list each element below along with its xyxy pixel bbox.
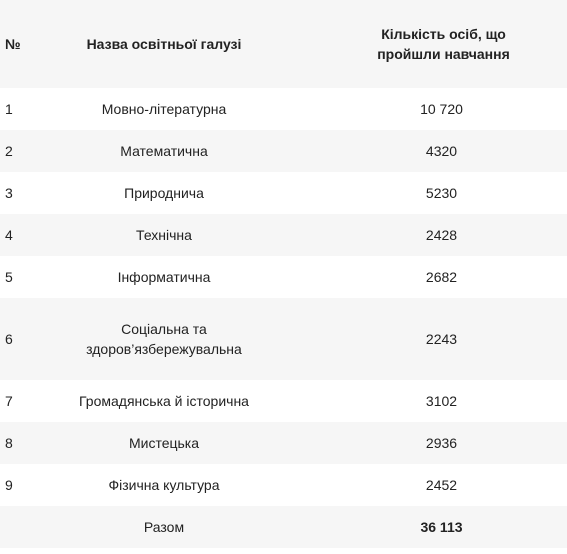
table-row: 8 Мистецька 2936 xyxy=(0,422,567,464)
table-row: 5 Інформатична 2682 xyxy=(0,256,567,298)
row-number: 9 xyxy=(5,477,13,493)
row-number: 8 xyxy=(0,422,28,464)
subject-name: Технічна xyxy=(28,214,300,256)
table-row: 6 Соціальна та здоров’язбережувальна 2243 xyxy=(0,298,567,380)
count: 2452 xyxy=(425,477,458,493)
row-number: 6 xyxy=(0,298,28,380)
table-row: 4 Технічна 2428 xyxy=(0,214,567,256)
table-header: № Назва освітньої галузі Кількість осіб,… xyxy=(0,0,567,88)
count: 5230 xyxy=(425,185,458,201)
count: 2243 xyxy=(300,298,567,380)
table-body: 1 Мовно-літературна 10 720 2 Математична 4320… xyxy=(0,88,567,548)
header-cell: Назва освітньої галузі xyxy=(28,0,300,88)
row-number: 2 xyxy=(0,130,28,172)
cell xyxy=(0,506,28,548)
subject-name: Фізична культура xyxy=(108,477,220,493)
table-row: 7 Громадянська й історична 3102 xyxy=(0,380,567,422)
row-number: 3 xyxy=(5,185,13,201)
subject-name: Інформатична xyxy=(117,269,211,285)
count: 2936 xyxy=(300,422,567,464)
table-row: 2 Математична 4320 xyxy=(0,130,567,172)
subject-name: Соціальна та здоров’язбережувальна xyxy=(28,298,300,380)
header-cell: Кількість осіб, що пройшли навчання xyxy=(300,0,567,88)
table-row: 9 Фізична культура 2452 xyxy=(0,464,567,506)
total-label: Разом xyxy=(28,506,300,548)
subject-name: Мовно-літературна xyxy=(101,101,227,117)
subject-name: Мистецька xyxy=(28,422,300,464)
count: 4320 xyxy=(300,130,567,172)
subject-name: Громадянська й історична xyxy=(79,393,249,409)
header-row: № Назва освітньої галузі Кількість осіб,… xyxy=(0,0,567,88)
header-cell: № xyxy=(0,0,28,88)
row-number: 5 xyxy=(5,269,13,285)
total-value: 36 113 xyxy=(300,506,567,548)
row-number: 4 xyxy=(0,214,28,256)
row-number: 1 xyxy=(5,101,13,117)
count: 10 720 xyxy=(420,101,463,117)
table-row: 3 Природнича 5230 xyxy=(0,172,567,214)
count: 3102 xyxy=(425,393,458,409)
count: 2428 xyxy=(300,214,567,256)
count: 2682 xyxy=(425,269,458,285)
row-number: 7 xyxy=(5,393,13,409)
subject-name: Математична xyxy=(28,130,300,172)
total-row: Разом 36 113 xyxy=(0,506,567,548)
table-row: 1 Мовно-літературна 10 720 xyxy=(0,88,567,130)
subject-name: Природнича xyxy=(124,185,204,201)
